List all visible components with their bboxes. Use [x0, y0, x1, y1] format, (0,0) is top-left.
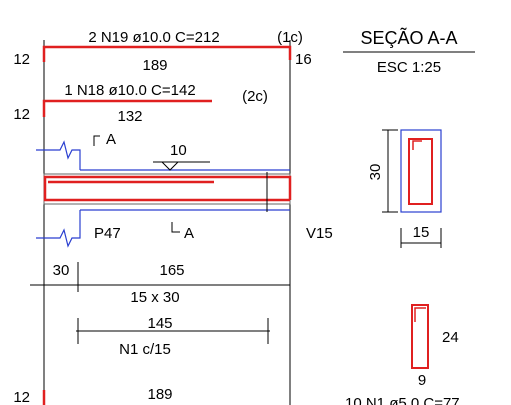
scale: ESC 1:25: [377, 59, 441, 76]
dimension: 30: [367, 164, 384, 181]
hook: 12: [13, 51, 30, 68]
hook: 16: [295, 51, 312, 68]
dimension: 145: [147, 315, 172, 332]
bar-label: 2 N19 ø10.0 C=212: [88, 29, 219, 46]
hook: 12: [13, 389, 30, 405]
hook: 12: [13, 106, 30, 123]
dimension: 165: [159, 262, 184, 279]
section-mark: A: [184, 225, 194, 242]
section-mark: A: [106, 131, 116, 148]
support: P47: [94, 225, 121, 242]
linework: [30, 40, 475, 405]
dimension: 9: [418, 372, 426, 389]
dimension: 24: [442, 329, 459, 346]
length: 132: [117, 108, 142, 125]
beam-name: V15: [306, 225, 333, 242]
bar-tag: (1c): [277, 29, 303, 46]
dimension: 15: [413, 224, 430, 241]
length: 189: [147, 386, 172, 403]
length: 189: [142, 57, 167, 74]
stirrup-label: 10 N1 ø5.0 C=77: [345, 395, 460, 405]
spacing: N1 c/15: [119, 341, 171, 358]
dimension: 30: [53, 262, 70, 279]
bar-tag: (2c): [242, 88, 268, 105]
bar-label: 1 N18 ø10.0 C=142: [64, 82, 195, 99]
section-title: SEÇÃO A-A: [360, 27, 457, 48]
slab: 10: [170, 142, 187, 159]
beam-size: 15 x 30: [130, 289, 179, 306]
